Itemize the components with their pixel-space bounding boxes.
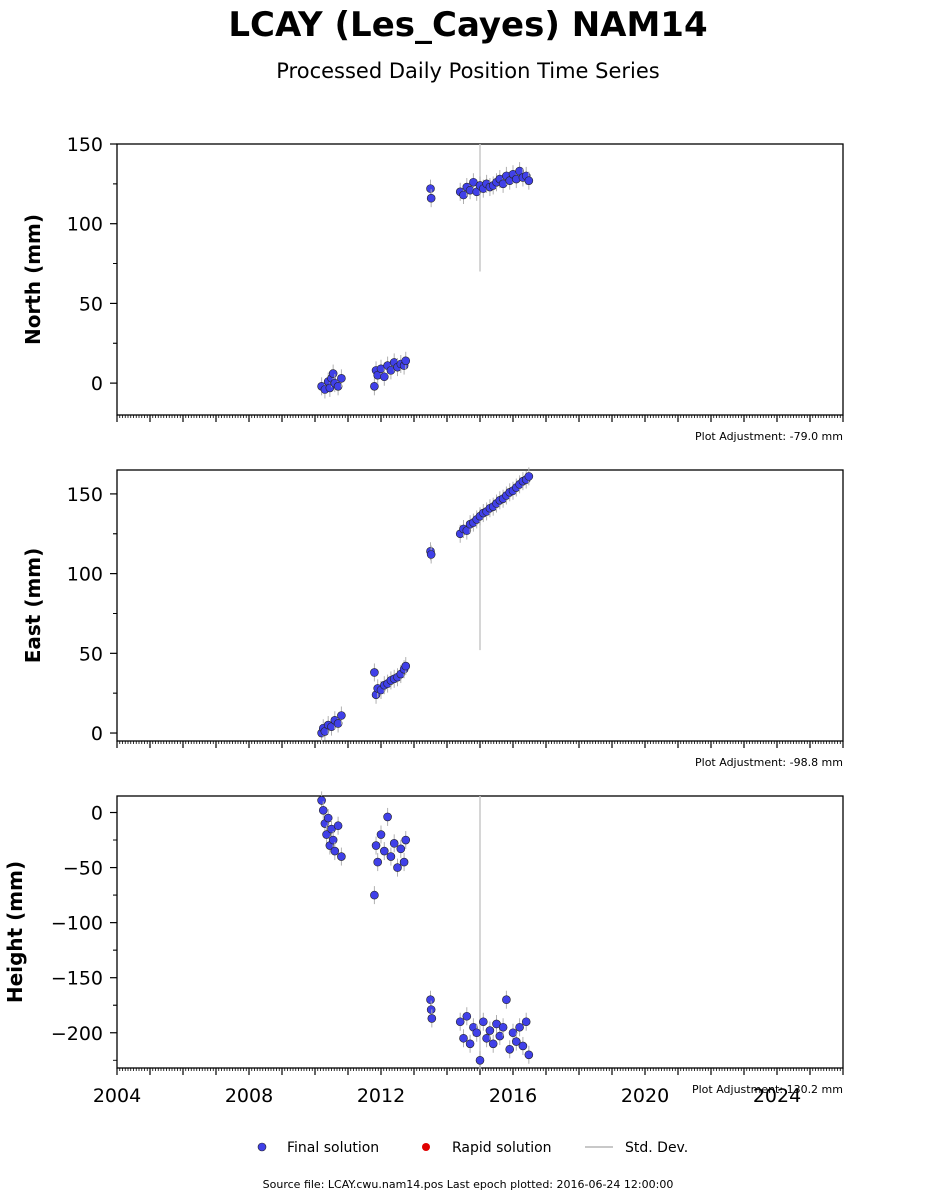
y-tick-label: 50	[79, 293, 103, 315]
data-point	[401, 835, 411, 845]
data-point	[465, 1039, 475, 1049]
legend: Final solution Rapid solution Std. Dev.	[257, 1140, 688, 1156]
data-point	[505, 1044, 515, 1054]
y-tick-label: 100	[67, 214, 103, 236]
y-tick-label: −150	[51, 968, 103, 990]
panel-0: 0 50 100 150 North (mm) Plot Adjustment: -79.…	[21, 134, 844, 443]
data-point	[386, 852, 396, 861]
data-point	[337, 711, 346, 720]
y-tick-label: 100	[67, 564, 103, 586]
data-point	[426, 1005, 436, 1014]
y-tick-label: 50	[79, 643, 103, 665]
data-point	[379, 372, 389, 382]
data-point	[370, 890, 379, 900]
data-point	[396, 844, 406, 854]
x-tick-label: 2012	[357, 1085, 405, 1107]
chart-subtitle: Processed Daily Position Time Series	[276, 59, 660, 83]
y-tick-label: 0	[91, 723, 103, 745]
y-tick-label: 150	[67, 484, 103, 506]
data-point	[401, 356, 411, 366]
data-point	[371, 841, 381, 850]
data-point	[508, 1028, 518, 1038]
data-point	[322, 830, 331, 839]
data-point	[370, 668, 379, 677]
data-point	[399, 857, 409, 867]
y-tick-label: −50	[63, 858, 103, 880]
data-point	[426, 193, 436, 203]
data-point	[455, 1017, 465, 1027]
data-point	[379, 846, 389, 856]
data-point	[426, 184, 435, 193]
source-note: Source file: LCAY.cwu.nam14.pos Last epo…	[263, 1178, 674, 1191]
data-point	[373, 857, 383, 867]
data-point	[393, 863, 402, 872]
panel-2: 0 −50 −100 −150 −200 2004 2008 2012 2016 2020 2024…	[3, 791, 844, 1107]
data-point	[333, 821, 343, 831]
data-point	[488, 1039, 498, 1049]
x-tick-label: 2020	[621, 1085, 669, 1107]
data-point	[495, 1031, 505, 1041]
data-point	[337, 374, 346, 383]
data-point	[317, 796, 326, 805]
y-axis-label: Height (mm)	[3, 861, 27, 1003]
data-point	[376, 830, 386, 839]
data-point	[328, 835, 338, 845]
data-point	[370, 382, 379, 391]
data-point	[427, 1014, 437, 1023]
legend-rapid-marker	[422, 1143, 430, 1151]
data-point	[524, 1050, 534, 1060]
data-point	[462, 1011, 472, 1021]
data-point	[472, 1028, 482, 1038]
data-point	[426, 550, 436, 559]
x-tick-label: 2004	[93, 1085, 141, 1107]
y-tick-label: −200	[51, 1023, 103, 1045]
data-point	[521, 1017, 531, 1027]
plot-adjustment-note: Plot Adjustment: -79.0 mm	[695, 430, 843, 443]
data-point	[426, 995, 435, 1005]
legend-std-label: Std. Dev.	[625, 1140, 688, 1156]
data-point	[389, 839, 399, 848]
data-point	[459, 190, 468, 200]
data-point	[333, 719, 343, 728]
y-tick-label: 0	[91, 373, 103, 395]
legend-rapid-label: Rapid solution	[452, 1140, 552, 1156]
panels-group: 0 50 100 150 North (mm) Plot Adjustment: -79.…	[3, 134, 844, 1107]
data-point	[333, 382, 343, 391]
y-tick-label: 150	[67, 134, 103, 156]
x-tick-label: 2016	[489, 1085, 537, 1107]
y-tick-label: −100	[51, 913, 103, 935]
data-point	[502, 995, 511, 1005]
data-point	[524, 176, 534, 185]
plot-adjustment-note: Plot Adjustment: 130.2 mm	[692, 1083, 843, 1096]
legend-final-marker	[257, 1142, 267, 1152]
data-point	[401, 661, 411, 671]
x-tick-label: 2008	[225, 1085, 273, 1107]
data-point	[498, 1022, 508, 1032]
x-tick-label: 2024	[753, 1085, 801, 1107]
data-point	[328, 369, 338, 378]
plot-adjustment-note: Plot Adjustment: -98.8 mm	[695, 756, 843, 769]
data-point	[478, 1017, 488, 1027]
data-point	[383, 812, 392, 822]
panel-1: 0 50 100 150 East (mm) Plot Adjustment: -98.8…	[21, 467, 844, 769]
data-point	[518, 1041, 528, 1051]
data-point	[459, 1033, 468, 1043]
data-point	[511, 1037, 521, 1046]
data-point	[485, 1026, 495, 1035]
data-point	[482, 1033, 491, 1043]
data-point	[475, 1055, 485, 1065]
data-point	[524, 472, 534, 481]
data-point	[337, 852, 346, 861]
data-point	[515, 1022, 524, 1032]
y-tick-label: 0	[91, 803, 103, 825]
chart-title: LCAY (Les_Cayes) NAM14	[228, 5, 707, 45]
data-point	[323, 813, 333, 823]
y-axis-label: East (mm)	[21, 548, 45, 664]
y-axis-label: North (mm)	[21, 214, 45, 345]
legend-final-label: Final solution	[287, 1140, 379, 1156]
data-point	[330, 846, 340, 856]
data-point	[318, 806, 328, 815]
